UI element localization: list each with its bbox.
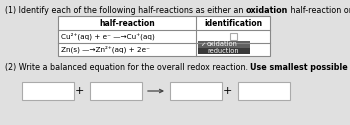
Text: +: +	[222, 86, 232, 96]
FancyBboxPatch shape	[230, 33, 237, 40]
Text: Zn(s) —→Zn²⁺(aq) + 2e⁻: Zn(s) —→Zn²⁺(aq) + 2e⁻	[61, 46, 150, 53]
Text: oxidation: oxidation	[246, 6, 288, 15]
Text: (2) Write a balanced equation for the overall redox reaction.: (2) Write a balanced equation for the ov…	[5, 63, 251, 72]
FancyBboxPatch shape	[90, 82, 142, 100]
Text: half-reaction: half-reaction	[99, 18, 155, 28]
Text: ✓: ✓	[200, 42, 205, 47]
Text: Use smallest possible integer coefficients.: Use smallest possible integer coefficien…	[251, 63, 350, 72]
FancyBboxPatch shape	[198, 41, 250, 48]
Text: Cu²⁺(aq) + e⁻ —→Cu⁺(aq): Cu²⁺(aq) + e⁻ —→Cu⁺(aq)	[61, 33, 155, 40]
Text: identification: identification	[204, 18, 262, 28]
FancyBboxPatch shape	[238, 82, 290, 100]
FancyBboxPatch shape	[170, 82, 222, 100]
FancyBboxPatch shape	[198, 48, 250, 54]
Text: half-reaction or a: half-reaction or a	[288, 6, 350, 15]
Text: (1) Identify each of the following half-reactions as either an: (1) Identify each of the following half-…	[5, 6, 246, 15]
Text: oxidation: oxidation	[207, 41, 238, 47]
Text: +: +	[74, 86, 84, 96]
Text: reduction: reduction	[207, 48, 239, 54]
FancyBboxPatch shape	[58, 16, 270, 56]
FancyBboxPatch shape	[22, 82, 74, 100]
